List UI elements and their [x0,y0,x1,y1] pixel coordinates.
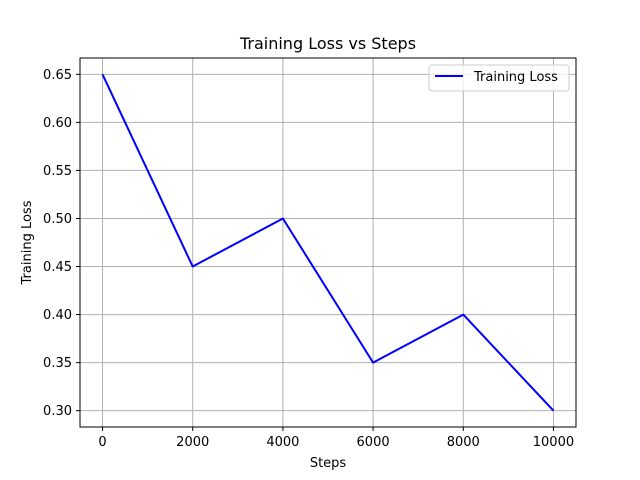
legend-label-training-loss: Training Loss [473,70,558,85]
y-tick-label: 0.65 [43,68,72,83]
legend: Training Loss [428,64,570,92]
y-tick-label: 0.40 [43,308,72,323]
y-tick-label: 0.45 [43,260,72,275]
x-tick-label: 2000 [176,435,209,450]
y-tick-label: 0.50 [43,212,72,227]
chart-title: Training Loss vs Steps [239,34,416,53]
x-axis-label: Steps [310,456,347,471]
grid-lines [80,58,576,427]
x-tick-label: 6000 [357,435,390,450]
legend-box [428,64,570,92]
x-tick-label: 0 [98,435,106,450]
x-tick-label: 8000 [447,435,480,450]
x-tick-label: 4000 [266,435,299,450]
axis-ticks: 0 2000 4000 6000 8000 10000 0.30 0.35 0.40 0.45 0.… [43,68,574,450]
plot-area-frame [79,57,577,428]
y-tick-label: 0.55 [43,164,72,179]
y-tick-label: 0.30 [43,404,72,419]
y-tick-label: 0.35 [43,356,72,371]
x-tick-label: 10000 [533,435,574,450]
y-axis-label: Training Loss [20,200,35,285]
series-line-training-loss [101,73,555,412]
y-tick-label: 0.60 [43,116,72,131]
